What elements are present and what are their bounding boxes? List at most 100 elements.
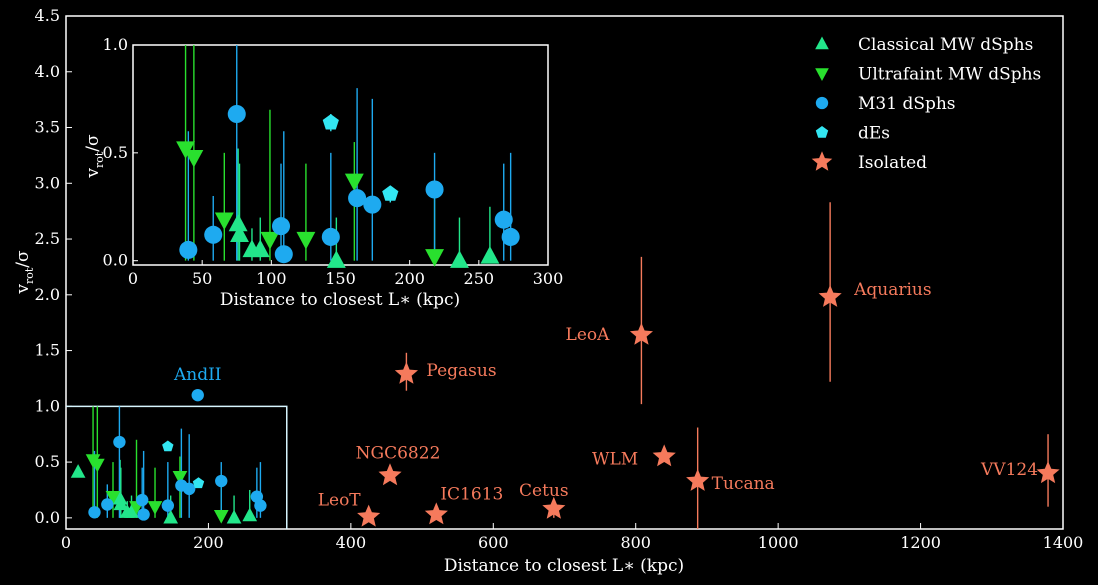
y-tick-label: 1.0 bbox=[35, 396, 60, 415]
galaxy-label: WLM bbox=[592, 450, 638, 470]
data-point bbox=[162, 440, 174, 452]
y-tick-label: 4.0 bbox=[35, 62, 60, 81]
inset-data-points bbox=[176, 45, 520, 268]
legend-marker bbox=[815, 96, 829, 110]
inset-data-point bbox=[501, 227, 520, 246]
inset-data-point bbox=[450, 250, 469, 268]
inset-axis-ticks: 0 50 100 150 200 250 300 0.0 0.5 1.0 bbox=[103, 35, 564, 288]
inset-data-point bbox=[179, 240, 198, 259]
inset-data-point bbox=[271, 217, 291, 236]
galaxy-label: Tucana bbox=[712, 474, 775, 494]
x-tick-label: 1400 bbox=[1043, 533, 1084, 552]
data-point bbox=[172, 470, 188, 485]
legend-label: dEs bbox=[858, 124, 890, 144]
x-tick-label: 800 bbox=[620, 533, 651, 552]
data-point bbox=[163, 509, 179, 524]
main-axes-frame bbox=[65, 15, 1064, 530]
data-point bbox=[542, 496, 566, 519]
inset-data-point bbox=[425, 180, 444, 199]
y-tick-label: 3.0 bbox=[35, 173, 60, 192]
x-tick-label: 1200 bbox=[900, 533, 941, 552]
y-axis-label: vrot/σ bbox=[13, 250, 36, 295]
inset-data-point bbox=[480, 246, 500, 264]
inset-data-point bbox=[250, 239, 270, 258]
inset-data-point bbox=[348, 189, 367, 208]
inset-data-point bbox=[274, 245, 293, 264]
data-point bbox=[89, 458, 105, 473]
data-point bbox=[686, 468, 710, 491]
inset-x-tick-label: 150 bbox=[325, 269, 356, 288]
galaxy-label: LeoT bbox=[318, 491, 362, 511]
data-point bbox=[424, 502, 448, 525]
y-tick-label: 0.5 bbox=[35, 452, 60, 471]
data-point bbox=[254, 499, 267, 512]
inset-y-tick-label: 0.5 bbox=[103, 143, 128, 162]
y-tick-label: 1.5 bbox=[35, 341, 60, 360]
data-point bbox=[161, 499, 175, 512]
legend-label: M31 dSphs bbox=[858, 94, 956, 114]
data-point bbox=[215, 474, 228, 488]
x-tick-label: 400 bbox=[336, 533, 367, 552]
legend-label: Ultrafaint MW dSphs bbox=[858, 65, 1041, 85]
data-point bbox=[652, 444, 676, 467]
galaxy-label: Aquarius bbox=[853, 280, 931, 300]
data-point bbox=[70, 464, 86, 478]
inset-y-tick-label: 0.0 bbox=[103, 251, 128, 270]
x-tick-label: 600 bbox=[478, 533, 509, 552]
galaxy-label: LeoA bbox=[566, 325, 611, 345]
inset-x-tick-label: 50 bbox=[192, 269, 212, 288]
legend-label: Classical MW dSphs bbox=[858, 35, 1033, 55]
inset-data-point bbox=[363, 195, 382, 214]
inset-x-axis-label: Distance to closest L∗ (kpc) bbox=[220, 290, 460, 310]
data-point bbox=[394, 361, 418, 384]
main-data-points: LeoT NGC6822 IC1613 Pegasus Cetus LeoA WLM Tuca… bbox=[70, 202, 1060, 529]
inset-data-point bbox=[425, 249, 445, 267]
inset-x-tick-label: 0 bbox=[128, 269, 138, 288]
inset-background bbox=[133, 45, 548, 265]
x-tick-label: 0 bbox=[61, 533, 71, 552]
x-tick-label: 200 bbox=[193, 533, 224, 552]
legend-marker bbox=[815, 68, 829, 81]
inset-data-point bbox=[494, 210, 513, 229]
data-point bbox=[147, 501, 163, 515]
legend-marker bbox=[815, 36, 829, 50]
inset-data-point bbox=[214, 212, 234, 231]
legend-marker bbox=[815, 126, 829, 138]
data-point bbox=[88, 506, 101, 519]
y-tick-label: 0.0 bbox=[35, 508, 60, 527]
data-point bbox=[183, 482, 196, 496]
y-tick-label: 2.5 bbox=[35, 229, 60, 248]
data-point bbox=[1036, 461, 1060, 484]
x-axis-label: Distance to closest L∗ (kpc) bbox=[444, 556, 684, 576]
legend: Classical MW dSphs Ultrafaint MW dSphs M31… bbox=[811, 35, 1041, 173]
inset-data-point bbox=[260, 231, 280, 250]
inset-data-point bbox=[322, 114, 339, 130]
galaxy-label: AndII bbox=[173, 365, 222, 385]
data-point bbox=[818, 284, 842, 307]
inset-x-tick-label: 200 bbox=[394, 269, 425, 288]
inset-data-point bbox=[230, 224, 249, 243]
inset-data-point bbox=[227, 104, 246, 124]
galaxy-label: NGC6822 bbox=[356, 443, 441, 463]
data-point bbox=[629, 322, 653, 345]
data-point bbox=[101, 498, 114, 511]
data-point bbox=[112, 490, 128, 505]
inset-x-tick-label: 250 bbox=[464, 269, 495, 288]
data-point bbox=[378, 463, 402, 486]
inset-y-axis-label: vrot/σ bbox=[83, 134, 106, 179]
data-point bbox=[137, 508, 150, 521]
x-tick-label: 1000 bbox=[758, 533, 799, 552]
data-point bbox=[357, 504, 381, 527]
main-axis-ticks: 0 200 400 600 800 1000 1200 14000.00.51.01.52.0… bbox=[35, 6, 1084, 552]
inset-data-point bbox=[228, 213, 248, 232]
inset-data-point bbox=[296, 231, 316, 250]
inset-data-point bbox=[326, 250, 346, 268]
inset-data-point bbox=[382, 185, 399, 201]
y-tick-label: 2.0 bbox=[35, 285, 60, 304]
galaxy-label: IC1613 bbox=[440, 485, 503, 505]
inset-data-point bbox=[204, 225, 223, 244]
inset-x-tick-label: 100 bbox=[256, 269, 287, 288]
inset-x-tick-label: 300 bbox=[533, 269, 564, 288]
y-tick-label: 3.5 bbox=[35, 118, 60, 137]
